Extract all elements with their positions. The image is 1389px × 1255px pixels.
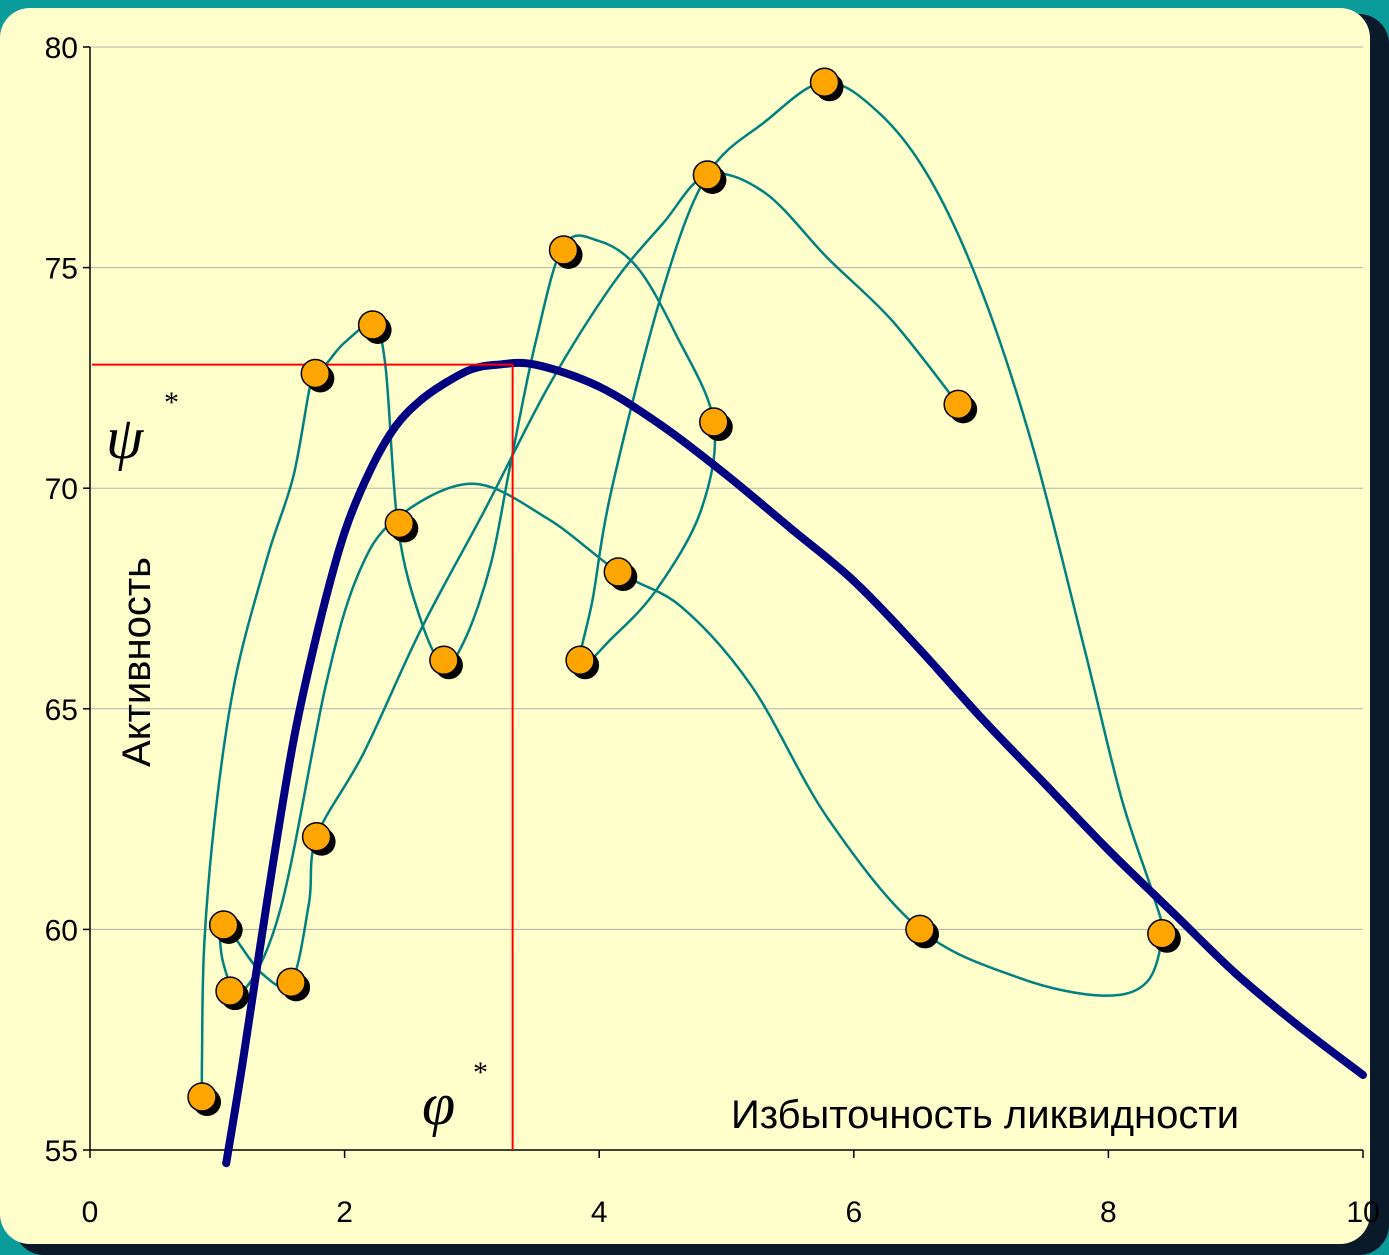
- psi-star-symbol: ψ: [106, 405, 145, 471]
- data-point: [208, 910, 239, 940]
- x-tick-label: 8: [1100, 1196, 1117, 1229]
- y-tick-labels: 55 60 65 70 75 80: [45, 32, 78, 1168]
- data-point: [215, 976, 245, 1006]
- data-point: [905, 914, 935, 945]
- axes: [83, 46, 1364, 1158]
- y-tick-label: 55: [45, 1135, 78, 1168]
- data-point: [603, 557, 634, 587]
- trajectory-line: [200, 81, 1164, 1098]
- phi-star-symbol: φ: [422, 1071, 455, 1137]
- y-tick-label: 60: [45, 914, 78, 947]
- data-point: [187, 1082, 217, 1112]
- chart-frame: [0, 8, 1370, 1244]
- x-tick-labels: 0 2 4 6 8 10: [82, 1196, 1380, 1229]
- reference-lines: [92, 363, 514, 1150]
- gridlines: [90, 46, 1363, 930]
- data-point: [809, 67, 840, 98]
- y-tick-label: 80: [45, 32, 78, 65]
- trend-curve: [222, 358, 1367, 1168]
- y-tick-label: 75: [45, 253, 78, 286]
- data-point: [357, 310, 388, 340]
- data-point: [276, 967, 306, 998]
- data-point: [699, 407, 729, 437]
- psi-star-superscript: *: [164, 386, 179, 419]
- data-point: [943, 389, 973, 420]
- x-tick-label: 6: [845, 1196, 862, 1229]
- data-point: [300, 358, 331, 389]
- x-axis-label: Избыточность ликвидности: [731, 1093, 1239, 1137]
- data-points: [187, 67, 1181, 1117]
- data-point: [429, 645, 459, 676]
- x-tick-label: 4: [591, 1196, 608, 1229]
- y-axis-label: Активность: [115, 557, 159, 767]
- trajectory-layer: [200, 81, 1164, 1098]
- trend-layer: [222, 358, 1367, 1168]
- x-tick-label: 10: [1346, 1196, 1379, 1229]
- phi-star-superscript: *: [473, 1056, 488, 1089]
- data-point: [1147, 919, 1177, 949]
- data-point: [384, 508, 415, 539]
- y-tick-label: 70: [45, 473, 78, 506]
- y-tick-label: 65: [45, 694, 78, 727]
- x-tick-label: 0: [82, 1196, 99, 1229]
- data-point: [301, 821, 332, 852]
- x-tick-label: 2: [336, 1196, 353, 1229]
- data-point: [548, 235, 579, 265]
- data-point: [692, 160, 723, 190]
- data-point: [565, 645, 595, 676]
